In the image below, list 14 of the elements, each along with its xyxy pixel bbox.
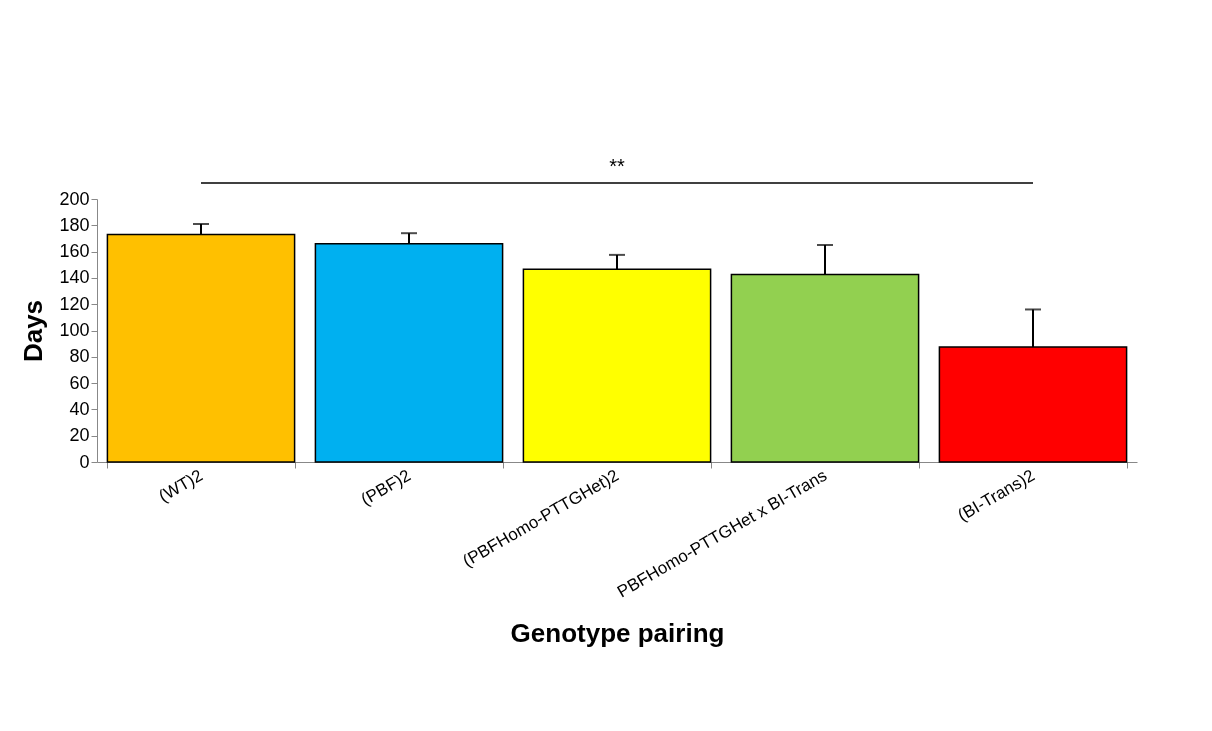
y-tick-label: 140 <box>59 267 90 288</box>
y-tick-label: 160 <box>59 241 90 262</box>
y-tick-label: 60 <box>69 372 90 393</box>
y-tick-label: 120 <box>59 293 90 314</box>
y-tick-label: 200 <box>59 188 90 209</box>
y-tick-label: 80 <box>69 346 90 367</box>
x-axis-title: Genotype pairing <box>510 617 725 648</box>
y-tick-label: 40 <box>69 398 90 419</box>
y-tick-label: 100 <box>59 320 90 340</box>
text: ** <box>609 155 625 177</box>
y-tick-label: 0 <box>79 451 90 472</box>
y-axis-title: Days <box>18 299 49 363</box>
y-tick-label: 180 <box>59 214 90 235</box>
y-tick-label: 20 <box>69 425 90 446</box>
